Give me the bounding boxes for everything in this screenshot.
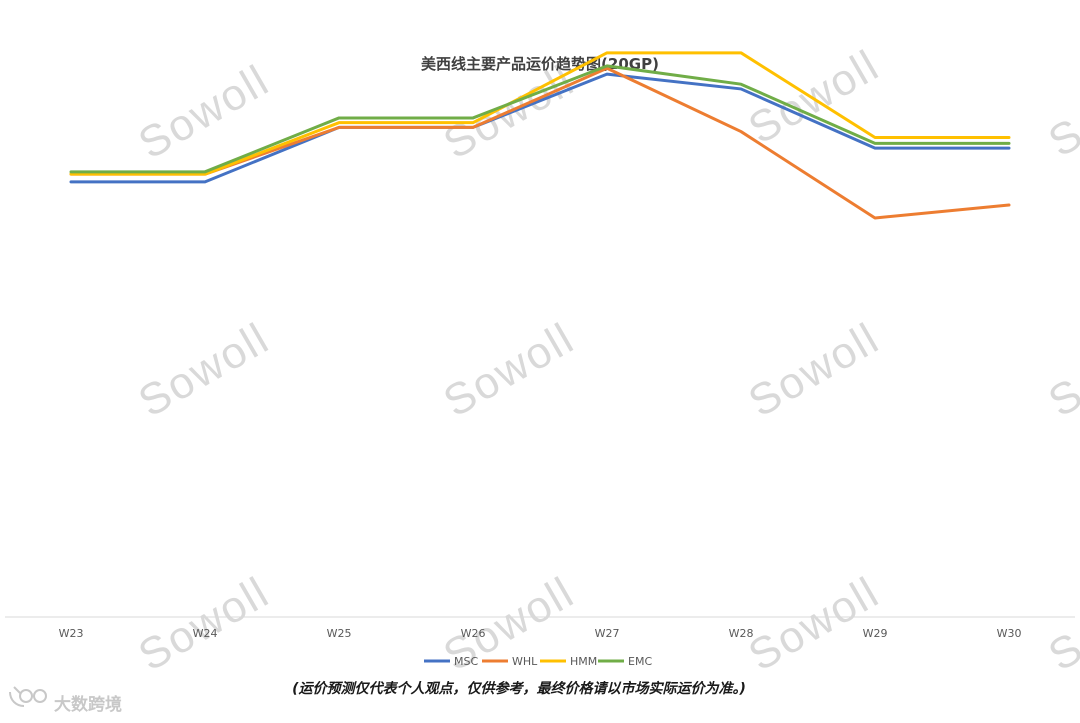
x-tick-label: W30 xyxy=(997,627,1022,640)
x-tick-label: W27 xyxy=(595,627,620,640)
brand-text: 大数跨境 xyxy=(54,694,122,715)
series-layer xyxy=(69,51,1011,220)
legend-item-msc: MSC xyxy=(424,655,478,668)
disclaimer-text: (运价预测仅代表个人观点，仅供参考，最终价格请以市场实际运价为准。) xyxy=(292,680,746,697)
legend-label: WHL xyxy=(512,655,538,668)
brand-logo: 大数跨境 xyxy=(9,686,122,715)
legend-item-whl: WHL xyxy=(482,655,538,668)
legend-label: HMM xyxy=(570,655,597,668)
x-tick-label: W29 xyxy=(863,627,888,640)
x-tick-label: W24 xyxy=(193,627,218,640)
x-tick-label: W25 xyxy=(327,627,352,640)
legend: MSC WHL HMM EMC xyxy=(424,655,652,668)
x-tick-label: W23 xyxy=(59,627,84,640)
legend-item-hmm: HMM xyxy=(540,655,597,668)
x-tick-layer: W23 W24 W25 W26 W27 W28 W29 W30 xyxy=(59,627,1022,640)
series-line-msc xyxy=(69,72,1011,184)
series-line-emc xyxy=(69,64,1011,174)
x-tick-label: W28 xyxy=(729,627,754,640)
chart-title: 美西线主要产品运价趋势图(20GP) xyxy=(421,55,659,73)
legend-label: EMC xyxy=(628,655,652,668)
brand-logo-icon xyxy=(9,686,47,707)
legend-label: MSC xyxy=(454,655,478,668)
series-line-hmm xyxy=(69,51,1011,176)
x-tick-label: W26 xyxy=(461,627,486,640)
legend-item-emc: EMC xyxy=(598,655,652,668)
